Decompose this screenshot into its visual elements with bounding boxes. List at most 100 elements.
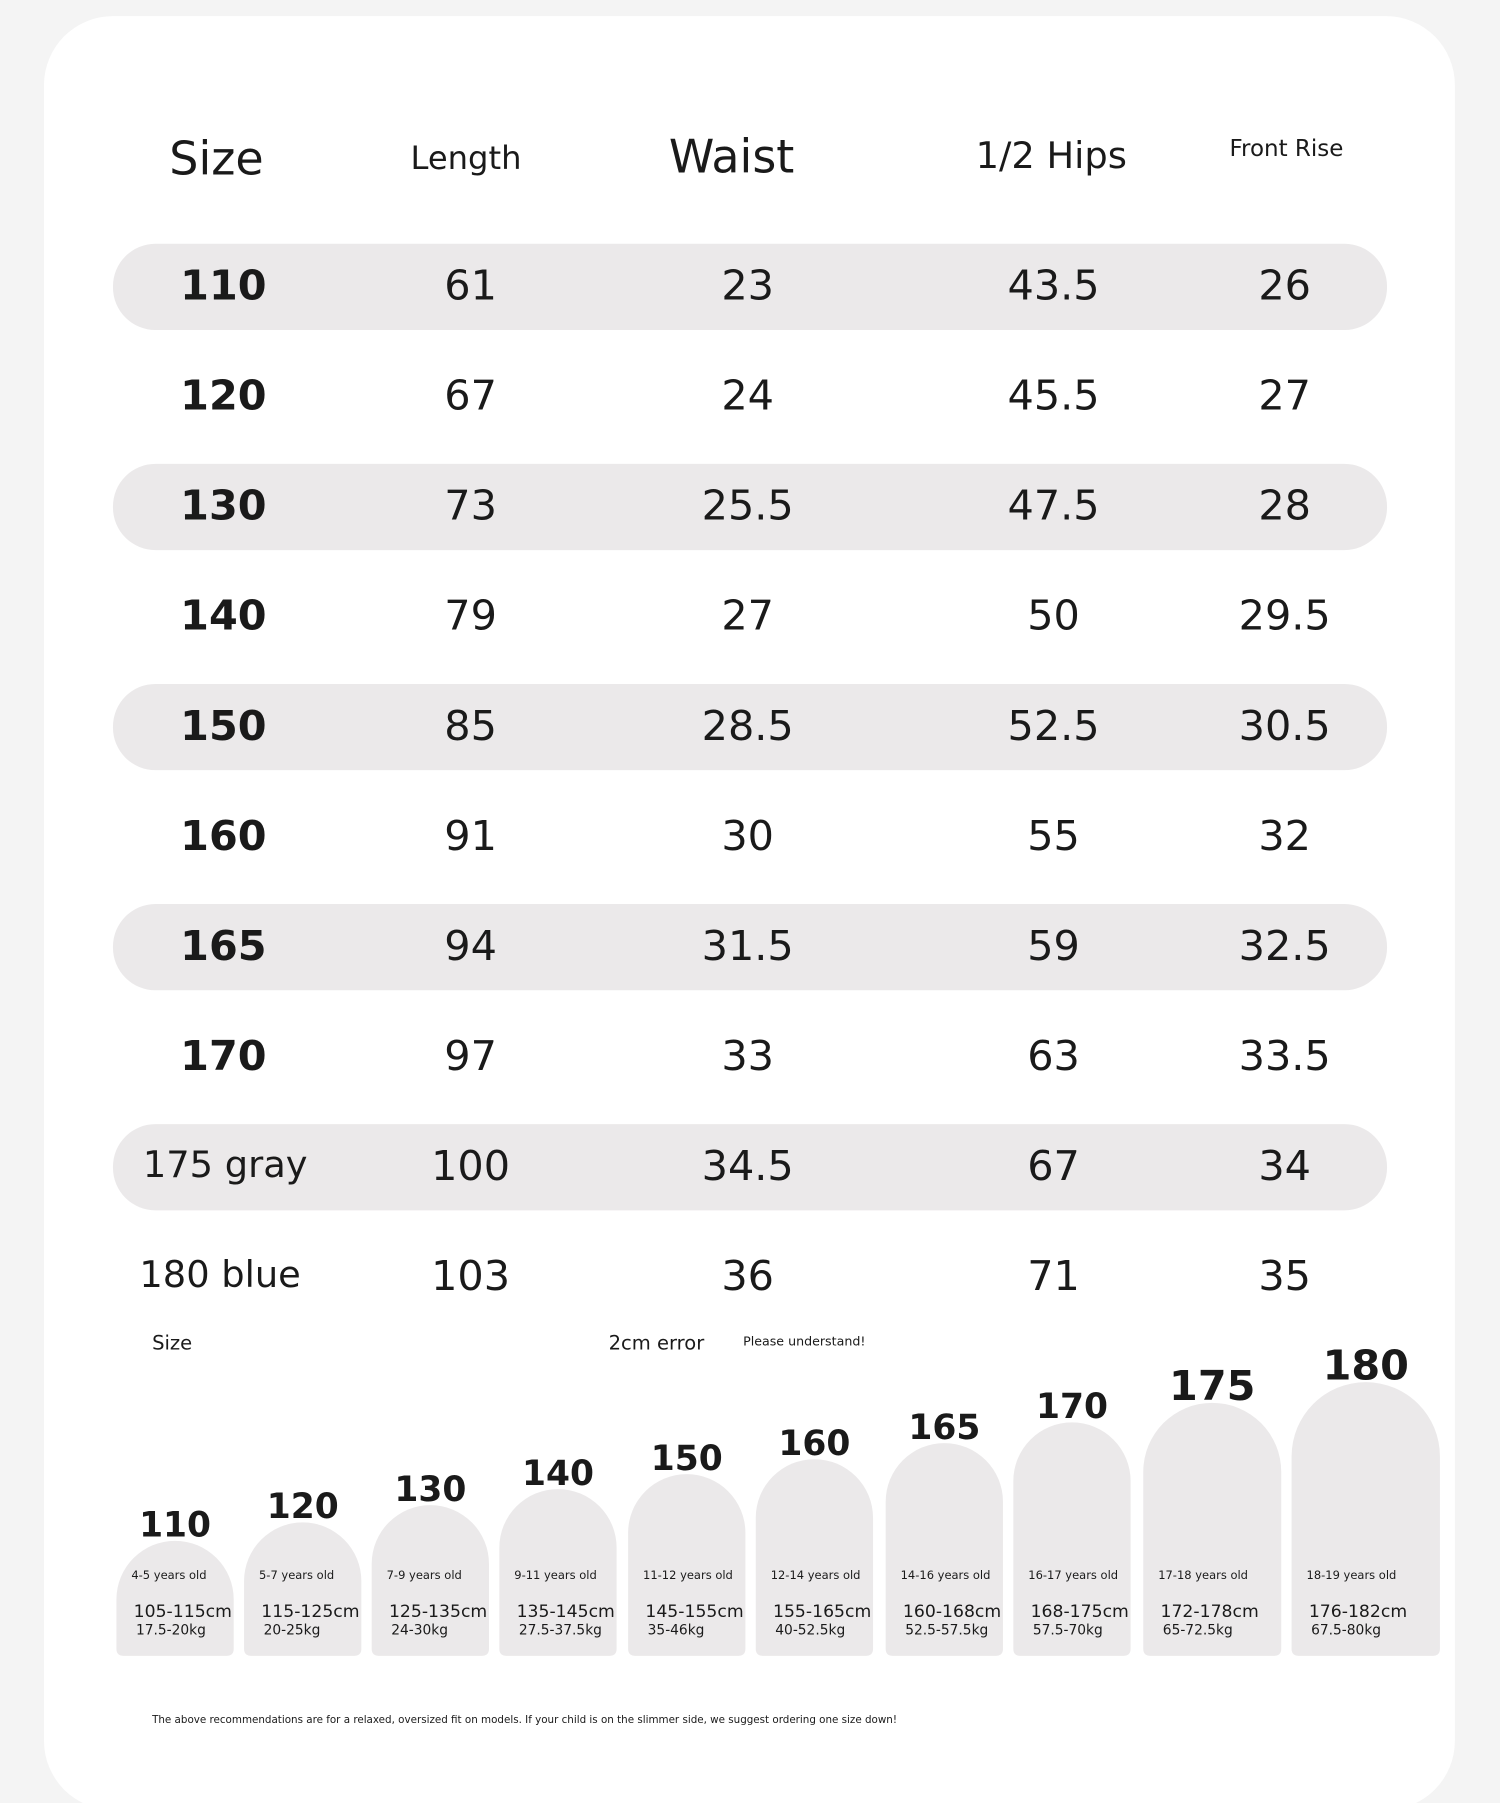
guide-weight: 24-30kg bbox=[391, 1623, 448, 1639]
guide-size: 150 bbox=[651, 1439, 723, 1479]
size-cell: 180 blue bbox=[139, 1253, 300, 1296]
guide-age: 12-14 years old bbox=[771, 1568, 861, 1582]
note: Size bbox=[152, 1332, 192, 1355]
guide-weight: 57.5-70kg bbox=[1033, 1623, 1103, 1639]
value-cell: 43.5 bbox=[1008, 262, 1100, 310]
guide-age: 4-5 years old bbox=[131, 1568, 206, 1582]
footnote: The above recommendations are for a rela… bbox=[151, 1714, 897, 1726]
size-cell: 175 gray bbox=[143, 1143, 308, 1186]
size-cell: 140 bbox=[180, 592, 266, 640]
header: Waist bbox=[669, 129, 794, 183]
value-cell: 30.5 bbox=[1239, 702, 1331, 750]
guide-size: 175 bbox=[1169, 1362, 1255, 1410]
value-cell: 45.5 bbox=[1008, 372, 1100, 420]
value-cell: 30 bbox=[721, 812, 774, 860]
size-arch bbox=[755, 1459, 874, 1656]
value-cell: 36 bbox=[721, 1252, 774, 1300]
value-cell: 59 bbox=[1027, 922, 1080, 970]
value-cell: 67 bbox=[1027, 1142, 1080, 1190]
guide-size: 165 bbox=[908, 1408, 980, 1448]
size-cell: 150 bbox=[180, 702, 266, 750]
value-cell: 103 bbox=[431, 1252, 510, 1300]
guide-weight: 65-72.5kg bbox=[1163, 1623, 1233, 1639]
guide-height: 168-175cm bbox=[1031, 1602, 1129, 1622]
size-arch bbox=[628, 1474, 746, 1656]
header: 1/2 Hips bbox=[976, 134, 1127, 177]
value-cell: 34.5 bbox=[702, 1142, 794, 1190]
value-cell: 27 bbox=[721, 592, 774, 640]
size-cell: 130 bbox=[180, 482, 266, 530]
value-cell: 94 bbox=[444, 922, 497, 970]
guide-size: 140 bbox=[522, 1454, 594, 1494]
size-cell: 160 bbox=[180, 812, 266, 860]
header: Size bbox=[169, 132, 263, 186]
value-cell: 29.5 bbox=[1239, 592, 1331, 640]
value-cell: 61 bbox=[444, 262, 497, 310]
value-cell: 79 bbox=[444, 592, 497, 640]
row-band bbox=[112, 1124, 1388, 1211]
value-cell: 26 bbox=[1258, 262, 1311, 310]
value-cell: 27 bbox=[1258, 372, 1311, 420]
value-cell: 52.5 bbox=[1008, 702, 1100, 750]
value-cell: 91 bbox=[444, 812, 497, 860]
guide-weight: 35-46kg bbox=[648, 1623, 705, 1639]
guide-size: 120 bbox=[267, 1487, 339, 1527]
size-arch bbox=[1013, 1422, 1131, 1656]
note: Please understand! bbox=[743, 1333, 865, 1348]
row-band bbox=[112, 243, 1388, 331]
guide-height: 135-145cm bbox=[517, 1602, 615, 1622]
guide-height: 145-155cm bbox=[645, 1602, 743, 1622]
value-cell: 28.5 bbox=[702, 702, 794, 750]
guide-weight: 67.5-80kg bbox=[1311, 1623, 1381, 1639]
value-cell: 73 bbox=[444, 482, 497, 530]
guide-height: 155-165cm bbox=[773, 1602, 871, 1622]
row-band bbox=[112, 463, 1388, 551]
value-cell: 25.5 bbox=[702, 482, 794, 530]
guide-age: 17-18 years old bbox=[1158, 1568, 1248, 1582]
size-arch bbox=[1143, 1402, 1282, 1656]
guide-weight: 52.5-57.5kg bbox=[905, 1623, 988, 1639]
guide-age: 18-19 years old bbox=[1307, 1568, 1397, 1582]
guide-weight: 40-52.5kg bbox=[775, 1623, 845, 1639]
size-arch bbox=[244, 1522, 362, 1656]
value-cell: 71 bbox=[1027, 1252, 1080, 1300]
value-cell: 33.5 bbox=[1239, 1032, 1331, 1080]
guide-height: 172-178cm bbox=[1161, 1602, 1259, 1622]
guide-age: 14-16 years old bbox=[901, 1568, 991, 1582]
value-cell: 33 bbox=[721, 1032, 774, 1080]
value-cell: 55 bbox=[1027, 812, 1080, 860]
guide-height: 115-125cm bbox=[261, 1602, 359, 1622]
note: 2cm error bbox=[609, 1332, 706, 1355]
size-arch bbox=[1291, 1382, 1440, 1656]
guide-height: 160-168cm bbox=[903, 1602, 1001, 1622]
guide-age: 7-9 years old bbox=[387, 1568, 462, 1582]
guide-age: 16-17 years old bbox=[1028, 1568, 1118, 1582]
guide-size: 130 bbox=[394, 1470, 466, 1510]
guide-size: 180 bbox=[1323, 1341, 1409, 1389]
value-cell: 67 bbox=[444, 372, 497, 420]
value-cell: 34 bbox=[1258, 1142, 1311, 1190]
size-arch bbox=[116, 1540, 234, 1656]
size-cell: 165 bbox=[180, 922, 266, 970]
value-cell: 28 bbox=[1258, 482, 1311, 530]
guide-age: 11-12 years old bbox=[643, 1568, 733, 1582]
value-cell: 100 bbox=[431, 1142, 510, 1190]
value-cell: 63 bbox=[1027, 1032, 1080, 1080]
guide-weight: 20-25kg bbox=[264, 1623, 321, 1639]
size-arch bbox=[371, 1505, 489, 1656]
guide-age: 9-11 years old bbox=[514, 1568, 596, 1582]
size-cell: 110 bbox=[180, 262, 266, 310]
value-cell: 24 bbox=[721, 372, 774, 420]
value-cell: 85 bbox=[444, 702, 497, 750]
value-cell: 23 bbox=[721, 262, 774, 310]
row-band bbox=[112, 904, 1388, 991]
size-cell: 170 bbox=[180, 1032, 266, 1080]
value-cell: 50 bbox=[1027, 592, 1080, 640]
guide-size: 110 bbox=[139, 1506, 211, 1546]
value-cell: 35 bbox=[1258, 1252, 1311, 1300]
guide-weight: 27.5-37.5kg bbox=[519, 1623, 602, 1639]
value-cell: 47.5 bbox=[1008, 482, 1100, 530]
row-band bbox=[112, 683, 1388, 771]
